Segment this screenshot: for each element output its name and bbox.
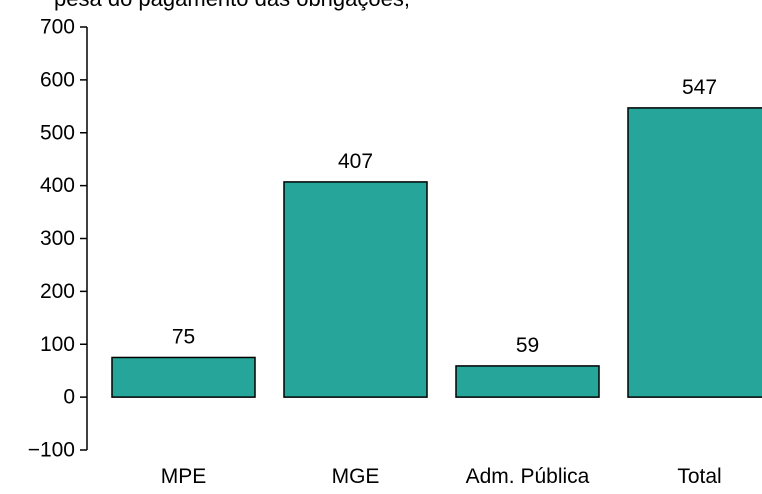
bar-value-label: 407	[338, 150, 373, 173]
bar	[111, 356, 256, 398]
y-tick-label: 500	[40, 121, 75, 144]
y-tick-label: 0	[63, 386, 75, 409]
bars-group	[111, 107, 762, 398]
x-axis-labels: MPE MGE Adm. Pública Total	[161, 465, 722, 488]
x-category-label: Adm. Pública	[466, 465, 590, 488]
bar-value-label: 59	[516, 334, 539, 357]
y-tick-label: −100	[28, 439, 75, 462]
bar	[455, 365, 600, 398]
bar	[627, 107, 762, 398]
y-tick-label: 200	[40, 280, 75, 303]
bar	[283, 181, 428, 398]
y-tick-label: 100	[40, 333, 75, 356]
y-tick-label: 300	[40, 227, 75, 250]
bar-value-label: 547	[682, 76, 717, 99]
chart-title: pesa do pagamento das obrigações;	[54, 0, 410, 11]
x-category-label: MGE	[332, 465, 380, 488]
y-tick-label: 400	[40, 174, 75, 197]
x-category-label: Total	[677, 465, 721, 488]
y-tick-label: 700	[40, 16, 75, 39]
x-category-label: MPE	[161, 465, 207, 488]
y-tick-label: 600	[40, 68, 75, 91]
data-labels-group: 75 407 59 547	[172, 76, 717, 357]
y-axis: −100 0 100 200 300 400 500 600 700	[28, 16, 88, 462]
bar-value-label: 75	[172, 325, 195, 348]
